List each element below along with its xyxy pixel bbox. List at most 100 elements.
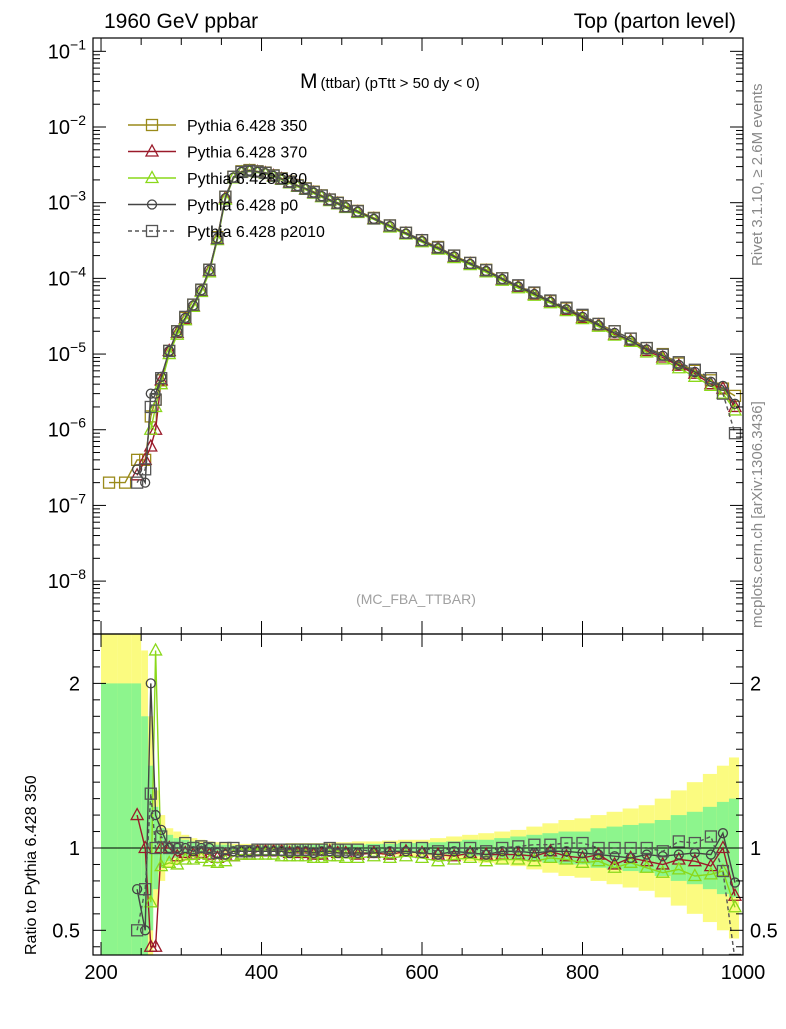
main-point [235,165,248,179]
ratio-point [315,843,328,856]
ratio-point [432,849,444,860]
main-point [203,263,216,276]
main-point [716,387,730,400]
ratio-point [415,841,429,855]
main-point [315,189,328,202]
ratio-point [383,841,397,855]
ratio-point [639,859,654,873]
ratio-y-tick-label-left: 0.5 [52,920,80,942]
ratio-point [687,868,702,882]
legend-label: Pythia 6.428 370 [187,145,307,162]
ratio-point [130,807,145,821]
ratio-point [559,851,574,865]
ratio-point [140,925,151,936]
ratio-point [431,845,445,858]
ratio-point [607,859,622,873]
plot-title-main: M [300,70,318,93]
main-point [576,308,589,321]
ratio-point [497,846,508,857]
ratio-y-tick-label-right: 0.5 [750,920,778,942]
main-point [480,264,493,277]
legend-marker [144,170,160,184]
header-left: 1960 GeV ppbar [104,10,258,33]
main-point [639,344,654,358]
y-tick-label: 10−7 [48,490,86,517]
x-tick-label: 800 [566,962,599,984]
ratio-point [608,841,621,855]
main-point [331,196,344,210]
ratio-point [324,846,335,857]
ratio-point [656,845,669,858]
ratio-point [235,845,248,858]
main-point [414,234,430,248]
ratio-point [291,843,304,856]
ratio-point [717,828,729,839]
main-point [608,325,621,338]
ratio-point [641,849,652,860]
ratio-point [400,846,412,857]
ratio-point [495,851,510,865]
ratio-point [155,830,168,843]
main-point [415,233,429,247]
ratio-point [314,850,329,864]
legend-marker [145,118,159,132]
ratio-point [399,841,413,855]
ratio-point [340,847,351,859]
main-point [144,400,157,414]
ratio-point [148,642,163,656]
ratio-series-3 [130,787,742,955]
main-point [715,385,731,399]
ratio-point [447,841,461,855]
ratio-point [561,846,572,857]
ratio-point [351,843,364,856]
x-tick-label: 200 [84,962,117,984]
main-point [218,191,233,205]
ratio-point [671,861,686,875]
ratio-point [511,851,526,865]
band-inner [117,683,132,955]
ratio-point [243,845,256,858]
x-tick-label: 600 [405,962,438,984]
ratio-point [672,835,685,848]
main-point [219,190,232,203]
ratio-y-label: Ratio to Pythia 6.428 350 [23,775,40,955]
ratio-point [528,838,541,851]
main-point [383,219,397,232]
main-point [178,312,193,326]
main-point [655,351,670,365]
ratio-point [687,853,702,867]
ratio-point [195,840,208,853]
main-point [211,231,224,245]
main-point [202,264,217,278]
ratio-point [544,838,557,851]
main-point [143,421,158,435]
ratio-point [639,853,654,867]
ratio-point [194,850,209,864]
x-tick-label: 400 [245,962,278,984]
main-point [195,283,208,296]
main-point [339,200,352,213]
legend-marker [145,224,159,238]
legend-entry: Pythia 6.428 370 [128,143,307,162]
axis-ticks [93,38,744,955]
ratio-point [655,856,670,870]
plot-title: M (ttbar) (pTtt > 50 dy < 0) [300,70,480,93]
ratio-point [729,877,741,888]
ratio-point [299,843,312,856]
main-point [164,345,175,357]
ratio-point [640,841,653,855]
ratio-frame [92,633,744,956]
main-point [155,372,168,385]
main-point [118,476,132,489]
legend-entry: Pythia 6.428 p2010 [128,224,325,241]
y-tick-label: 10−5 [48,339,86,366]
ratio-point [576,836,589,850]
main-point [140,477,151,488]
ratio-point [283,843,296,856]
ratio-point [131,884,143,895]
main-point [624,332,637,345]
plot-title-rest: (ttbar) (pTtt > 50 dy < 0) [321,75,480,92]
main-series-line [136,170,736,476]
ratio-point [267,843,280,856]
